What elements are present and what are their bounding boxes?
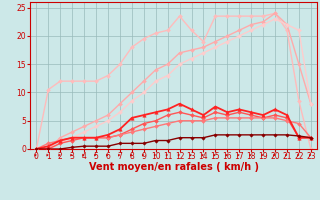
X-axis label: Vent moyen/en rafales ( km/h ): Vent moyen/en rafales ( km/h ) — [89, 162, 259, 172]
